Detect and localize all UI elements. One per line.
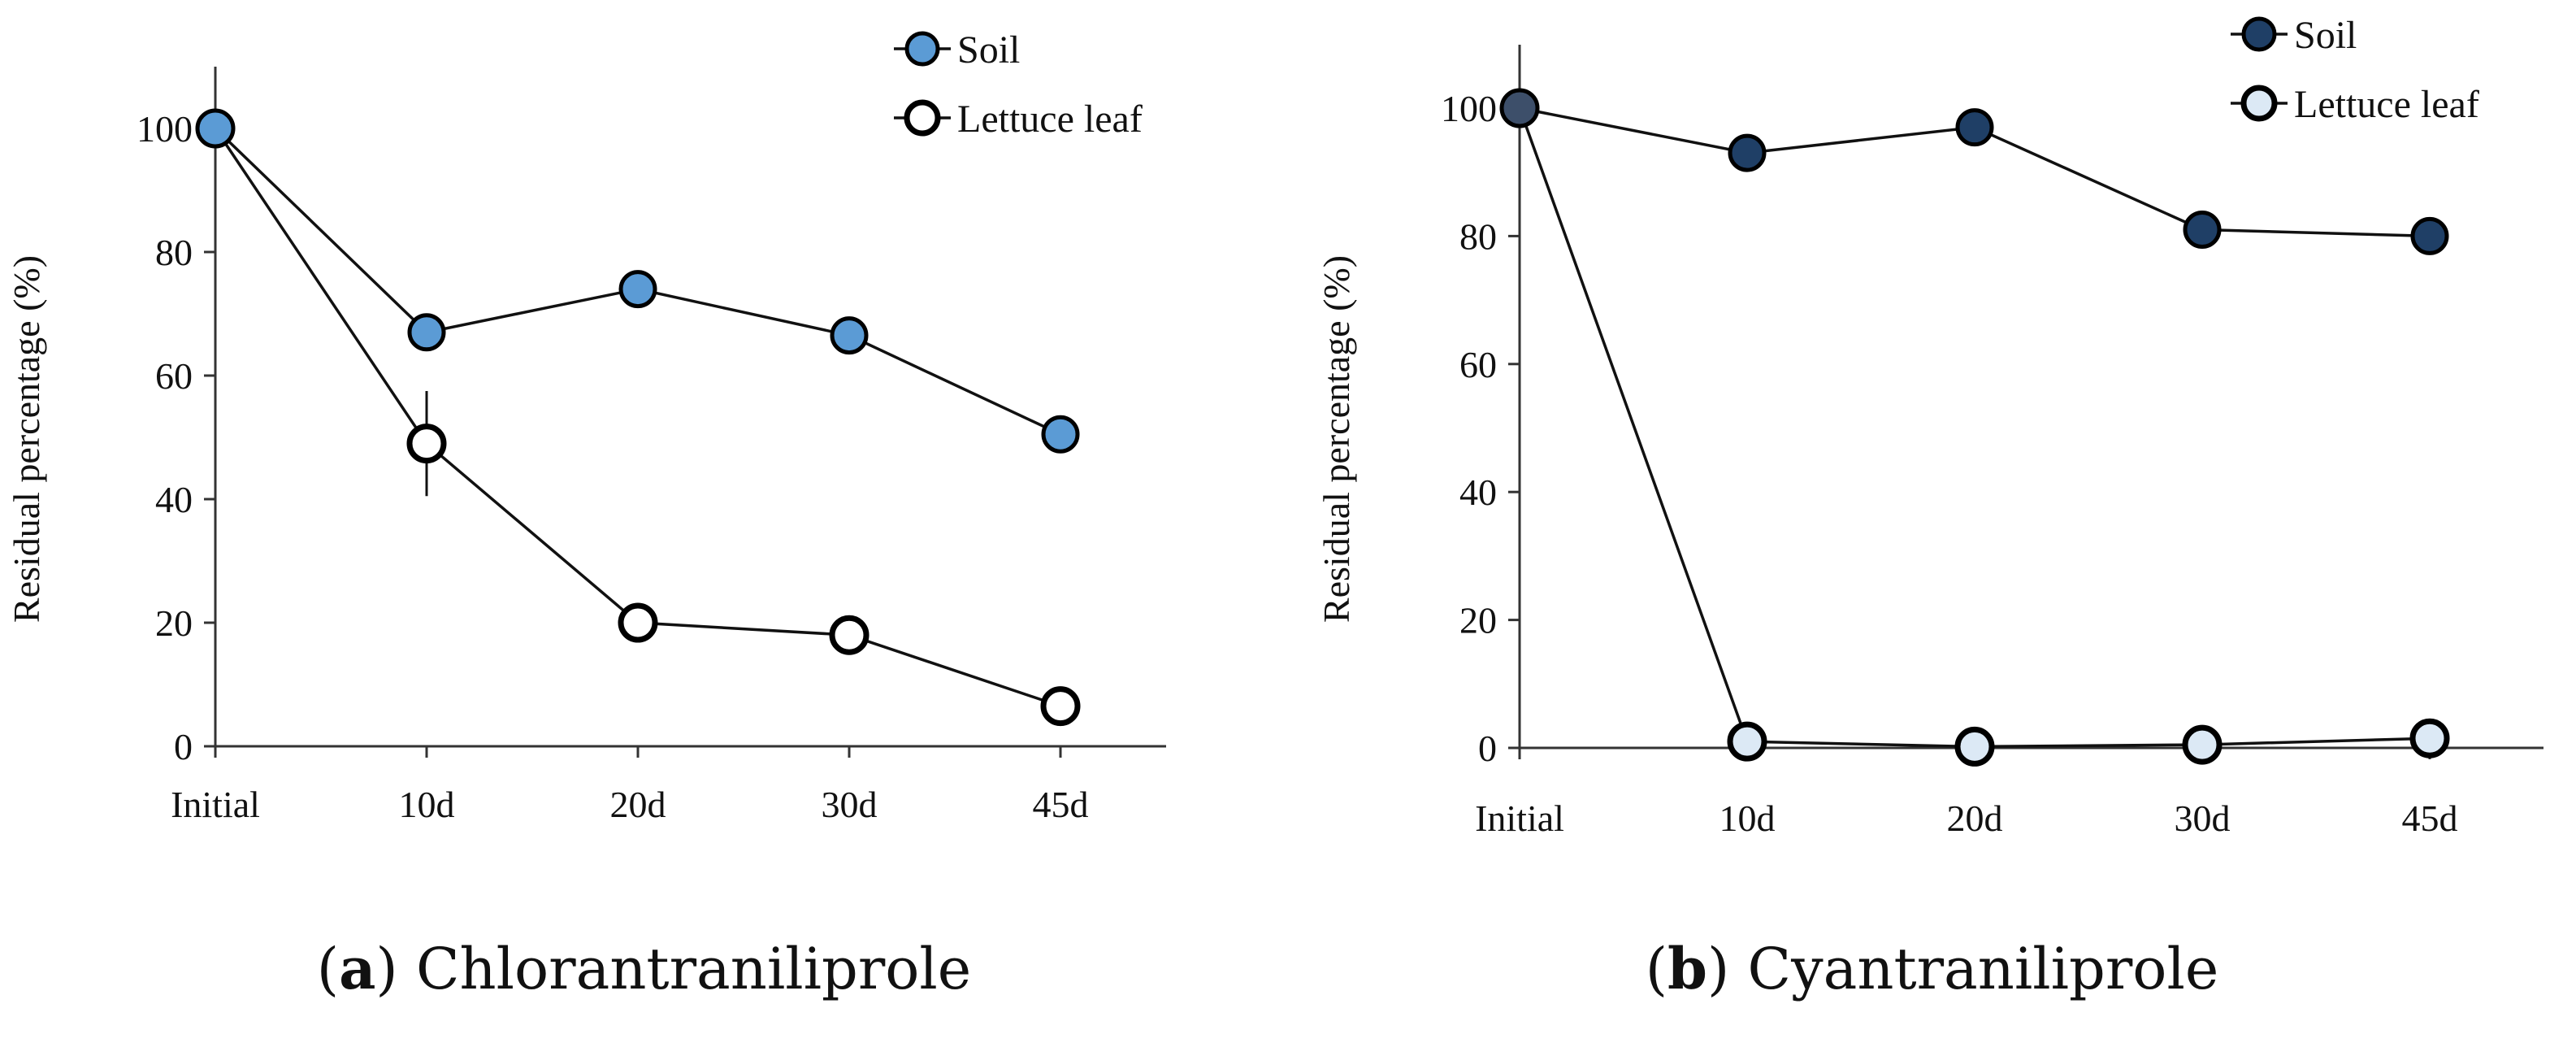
data-point-soil (1955, 108, 1994, 147)
legend-label: Lettuce leaf (957, 98, 1143, 141)
y-tick-label: 60 (155, 355, 193, 397)
y-tick-label: 60 (1459, 344, 1497, 385)
x-tick-label: 45d (2402, 797, 2458, 839)
caption-a: (a) Chlorantraniliprole (316, 935, 972, 1002)
data-point-lettuce-leaf (406, 424, 447, 464)
data-point-soil (1728, 133, 1767, 172)
chart-panel-a: 0 20 40 60 80 100 Initial 10d 20d 30d 45d Residual … (6, 28, 1166, 825)
data-point-lettuce-leaf (1954, 726, 1995, 767)
data-point-initial (195, 108, 236, 149)
x-tick-label: 30d (2175, 797, 2231, 839)
x-tick-label: 45d (1033, 784, 1089, 825)
y-tick-label: 80 (1459, 215, 1497, 257)
x-tick-label: 10d (399, 784, 455, 825)
legend-marker (2241, 16, 2277, 52)
data-point-lettuce-leaf (2182, 724, 2223, 765)
data-point-soil (1041, 415, 1080, 454)
data-point-soil (618, 270, 657, 309)
x-tick-label: 20d (1947, 797, 2003, 839)
y-tick-label: 0 (174, 726, 193, 767)
caption-a-title: Chlorantraniliprole (415, 936, 972, 1002)
y-tick-label: 0 (1478, 728, 1497, 769)
data-point-lettuce-leaf (618, 602, 658, 643)
y-tick-label: 80 (155, 232, 193, 273)
y-tick-label: 20 (155, 602, 193, 644)
y-axis-label: Residual percentage (%) (1316, 255, 1357, 623)
y-axis-label: Residual percentage (%) (6, 255, 47, 623)
y-tick-label: 100 (137, 108, 193, 150)
caption-a-letter: a (339, 935, 376, 1002)
data-point-soil (407, 313, 446, 352)
y-tick-label: 100 (1441, 88, 1497, 129)
data-point-lettuce-leaf (1040, 686, 1081, 727)
data-point-soil (830, 316, 869, 355)
y-tick-label: 20 (1459, 600, 1497, 641)
legend-label: Lettuce leaf (2294, 83, 2479, 126)
caption-b: (b) Cyantraniliprole (1645, 935, 2219, 1002)
x-tick-label: 10d (1720, 797, 1776, 839)
series-line-lettuce-leaf (1518, 107, 2431, 749)
x-tick-label: Initial (171, 784, 260, 825)
data-point-soil (2183, 211, 2222, 250)
legend-marker (904, 99, 941, 137)
x-tick-label: Initial (1475, 797, 1564, 839)
chart-panel-b: 0 20 40 60 80 100 Initial 10d 20d 30d 45d Residual … (1316, 14, 2543, 839)
legend-label: Soil (2294, 14, 2357, 57)
y-tick-label: 40 (155, 479, 193, 520)
data-point-lettuce-leaf (1727, 721, 1767, 762)
data-point-lettuce-leaf (829, 615, 870, 655)
caption-b-letter: b (1667, 935, 1707, 1002)
data-point-initial (1499, 88, 1540, 128)
x-tick-label: 20d (610, 784, 666, 825)
legend-marker (2240, 85, 2278, 122)
y-tick-label: 40 (1459, 472, 1497, 513)
caption-b-title: Cyantraniliprole (1747, 936, 2219, 1002)
data-point-soil (2410, 216, 2449, 255)
data-point-lettuce-leaf (2409, 718, 2450, 758)
x-tick-label: 30d (822, 784, 878, 825)
legend-marker (904, 31, 940, 67)
legend-label: Soil (957, 28, 1020, 72)
